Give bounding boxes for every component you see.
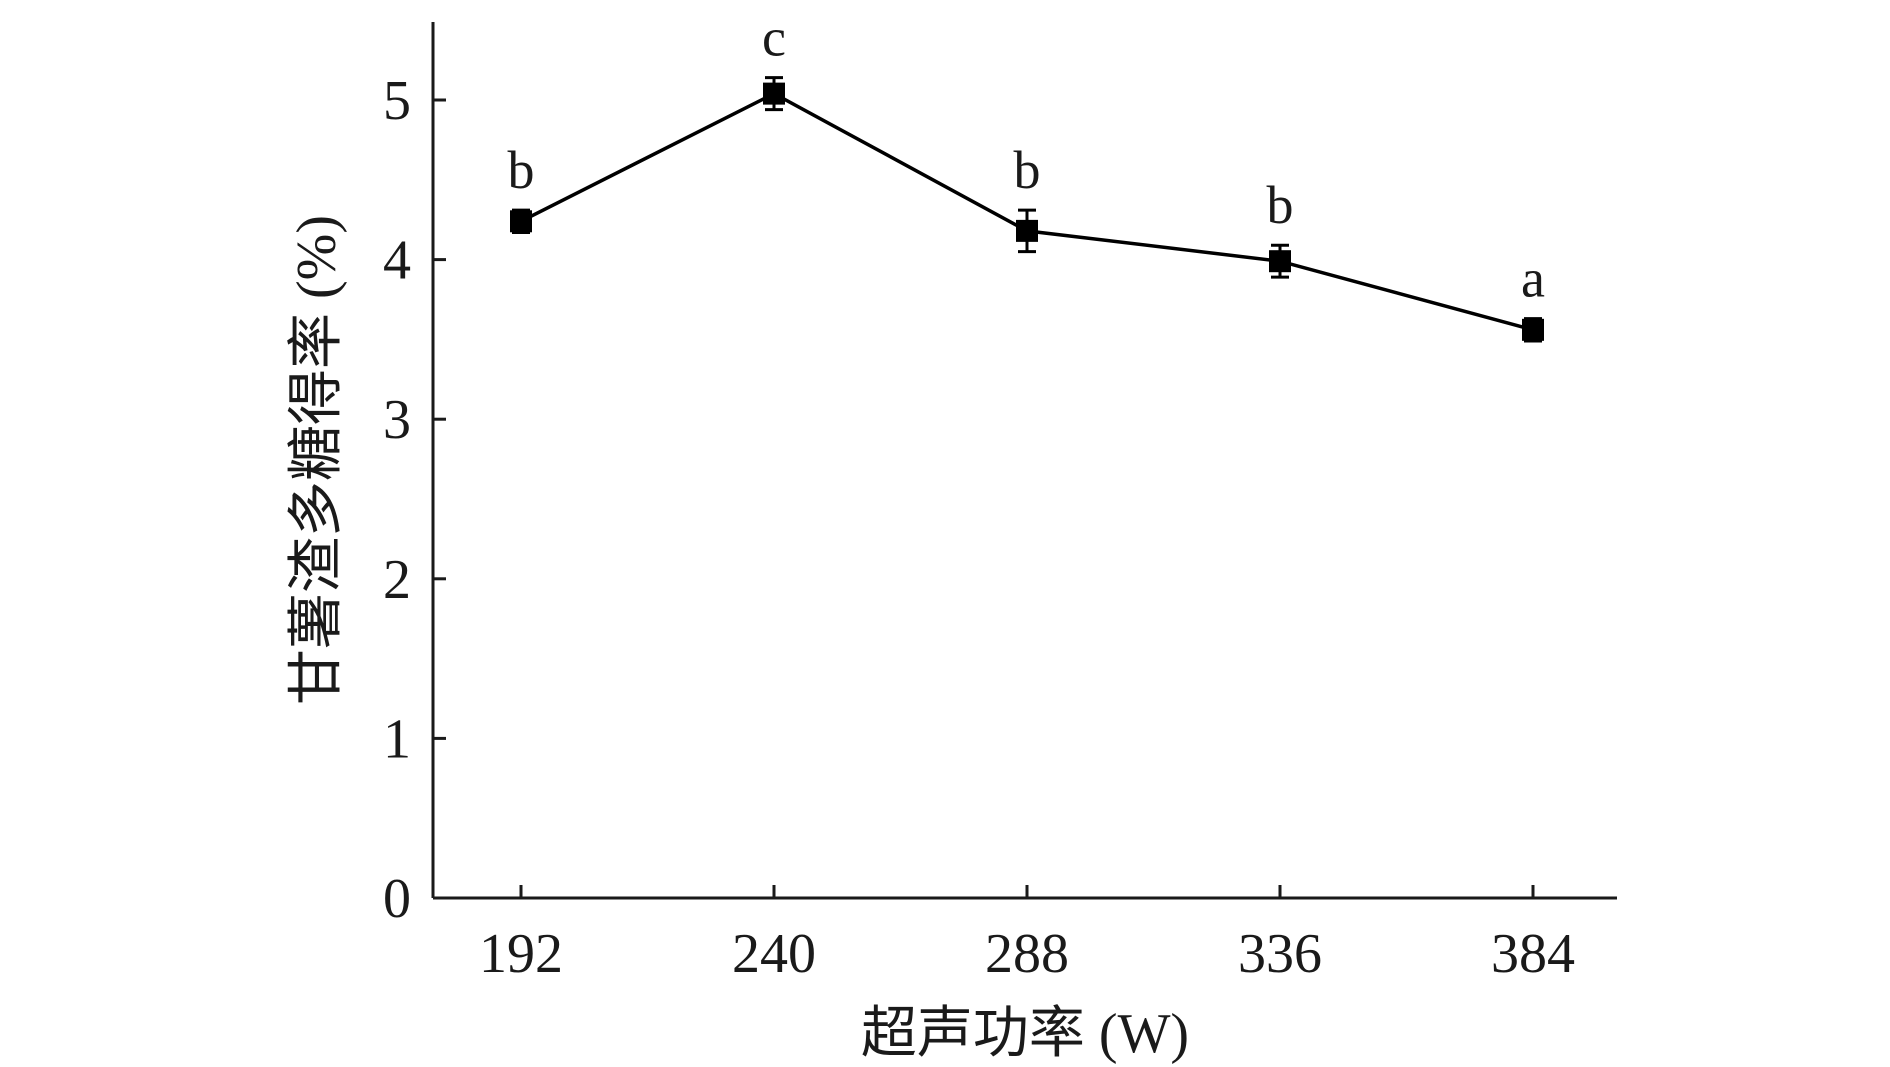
x-ticks: 192 240 288 336 384 xyxy=(479,885,1575,985)
x-tick-label: 336 xyxy=(1238,923,1322,985)
y-tick-label: 5 xyxy=(383,70,411,132)
significance-label: b xyxy=(1014,140,1041,200)
x-tick-label: 384 xyxy=(1491,923,1575,985)
data-point xyxy=(510,210,532,233)
significance-label: b xyxy=(1267,175,1294,235)
plot-area: b c b b a xyxy=(508,8,1545,343)
y-tick-label: 0 xyxy=(383,868,411,930)
x-tick-label: 240 xyxy=(732,923,816,985)
y-ticks: 0 1 2 3 4 5 xyxy=(383,70,446,930)
data-point xyxy=(763,82,785,105)
y-tick-label: 4 xyxy=(383,230,411,292)
x-tick-label: 192 xyxy=(479,923,563,985)
axes xyxy=(431,22,1617,900)
data-point xyxy=(1269,250,1291,273)
x-tick-label: 288 xyxy=(985,923,1069,985)
significance-label: a xyxy=(1521,249,1545,309)
y-axis-label: 甘薯渣多糖得率 (%) xyxy=(286,215,348,705)
y-tick-label: 1 xyxy=(383,708,411,770)
significance-label: b xyxy=(508,140,535,200)
x-axis-label: 超声功率 (W) xyxy=(861,1003,1189,1065)
y-tick-label: 3 xyxy=(383,389,411,451)
data-point xyxy=(1522,318,1544,341)
significance-label: c xyxy=(762,8,786,68)
data-point xyxy=(1016,219,1038,242)
y-tick-label: 2 xyxy=(383,549,411,611)
